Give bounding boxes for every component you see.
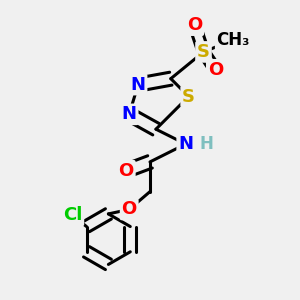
Text: O: O xyxy=(208,61,223,79)
Text: S: S xyxy=(197,43,210,61)
Text: O: O xyxy=(118,162,134,180)
Text: N: N xyxy=(130,76,146,94)
Text: N: N xyxy=(178,135,193,153)
Text: N: N xyxy=(122,105,137,123)
Text: O: O xyxy=(122,200,137,218)
Text: O: O xyxy=(187,16,202,34)
Text: Cl: Cl xyxy=(63,206,83,224)
Text: H: H xyxy=(199,135,213,153)
Text: CH₃: CH₃ xyxy=(217,31,250,49)
Text: S: S xyxy=(182,88,195,106)
